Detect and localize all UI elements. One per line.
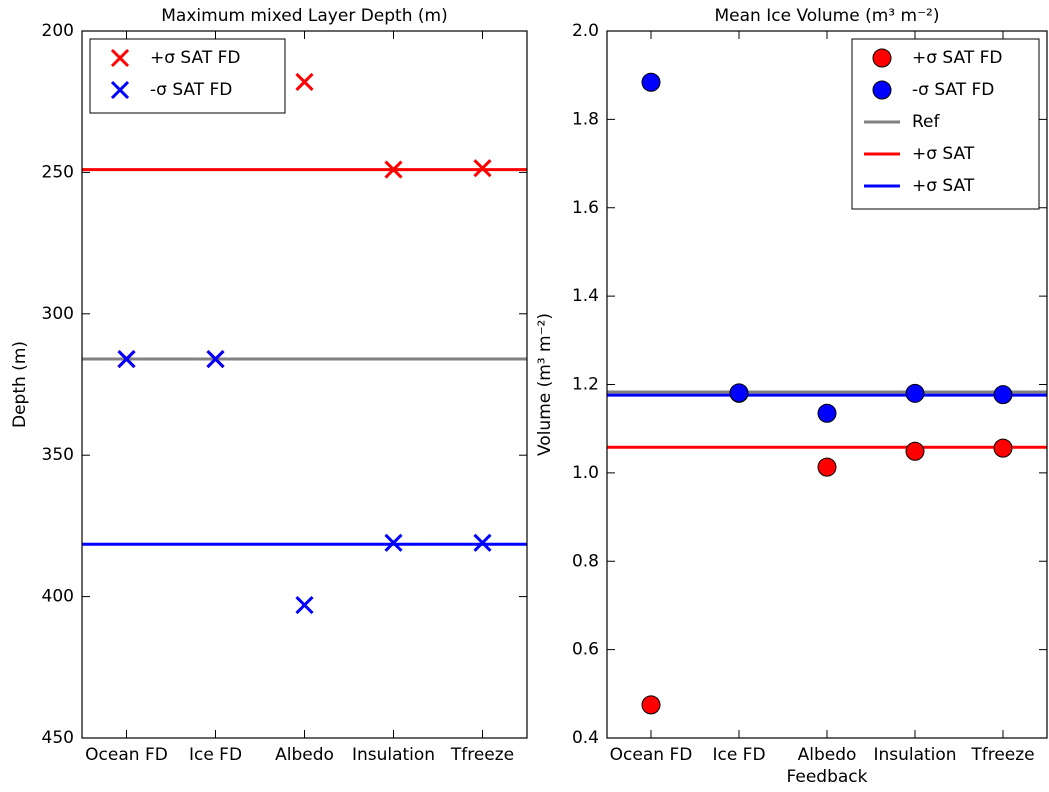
x-axis-label: Feedback [787,767,868,787]
circle-marker [817,403,837,423]
x-marker [384,533,403,552]
legend: +σ SAT FD -σ SAT FD [89,38,286,114]
y-tick-label: 250 [42,162,74,182]
x-tick-label: Ocean FD [610,745,693,765]
x-tick-label: Ice FD [189,745,242,765]
chart-title: Mean Ice Volume (m³ m⁻²) [715,6,940,26]
circle-marker [905,441,925,461]
legend-box [89,38,286,114]
circle-marker [905,383,925,403]
x-tick-label: Ice FD [712,745,765,765]
y-axis-label: Volume (m³ m⁻²) [535,313,555,456]
axes-frame [81,30,528,739]
x-marker [473,533,492,552]
legend-label: -σ SAT FD [150,80,232,100]
y-tick-label: 0.4 [572,728,599,748]
y-tick-label: 1.2 [572,375,599,395]
y-tick-label: 1.4 [572,286,599,306]
x-marker [117,349,136,369]
circle-marker [729,383,749,403]
y-axis-label: Depth (m) [10,341,30,428]
y-tick-label: 1.8 [572,109,599,129]
legend-marker [110,48,130,68]
x-tick-label: Tfreeze [970,745,1034,765]
y-tick-label: 0.8 [572,551,599,571]
x-marker [295,72,314,91]
x-marker [206,349,225,369]
circle-marker [993,385,1013,405]
y-tick-label: 200 [42,21,74,41]
circle-marker [641,72,661,92]
y-tick-label: 350 [42,445,74,465]
circle-marker [817,457,837,477]
x-tick-label: Ocean FD [85,745,168,765]
x-tick-label: Insulation [352,745,435,765]
x-tick-label: Albedo [275,745,334,765]
x-tick-label: Tfreeze [450,745,514,765]
legend-label: +σ SAT [912,144,975,164]
x-marker [384,160,403,179]
subplot: Maximum mixed Layer Depth (m) Depth (m) 20… [10,6,528,765]
circle-marker [993,438,1013,458]
legend-marker [872,48,892,68]
chart-title: Maximum mixed Layer Depth (m) [161,6,447,26]
legend: +σ SAT FD -σ SAT FD Ref +σ SAT +σ SAT [851,38,1040,210]
circle-marker [641,695,661,715]
y-tick-label: 450 [42,728,74,748]
y-tick-label: 0.6 [572,640,599,660]
legend-label: +σ SAT FD [912,48,1003,68]
legend-label: +σ SAT FD [150,48,241,68]
subplot: Mean Ice Volume (m³ m⁻²) Volume (m³ m⁻²) F… [535,6,1048,787]
x-tick-label: Insulation [873,745,956,765]
axes-frame [606,30,1048,739]
legend-marker [872,80,892,100]
y-tick-label: 1.6 [572,198,599,218]
y-tick-label: 2.0 [572,21,599,41]
x-tick-label: Albedo [798,745,857,765]
x-marker [473,159,492,178]
y-tick-label: 1.0 [572,463,599,483]
x-marker [295,596,314,615]
legend-label: Ref [912,112,941,132]
y-tick-label: 400 [42,587,74,607]
legend-label: -σ SAT FD [912,80,994,100]
legend-label: +σ SAT [912,176,975,196]
legend-marker [110,80,130,100]
y-tick-label: 300 [42,304,74,324]
